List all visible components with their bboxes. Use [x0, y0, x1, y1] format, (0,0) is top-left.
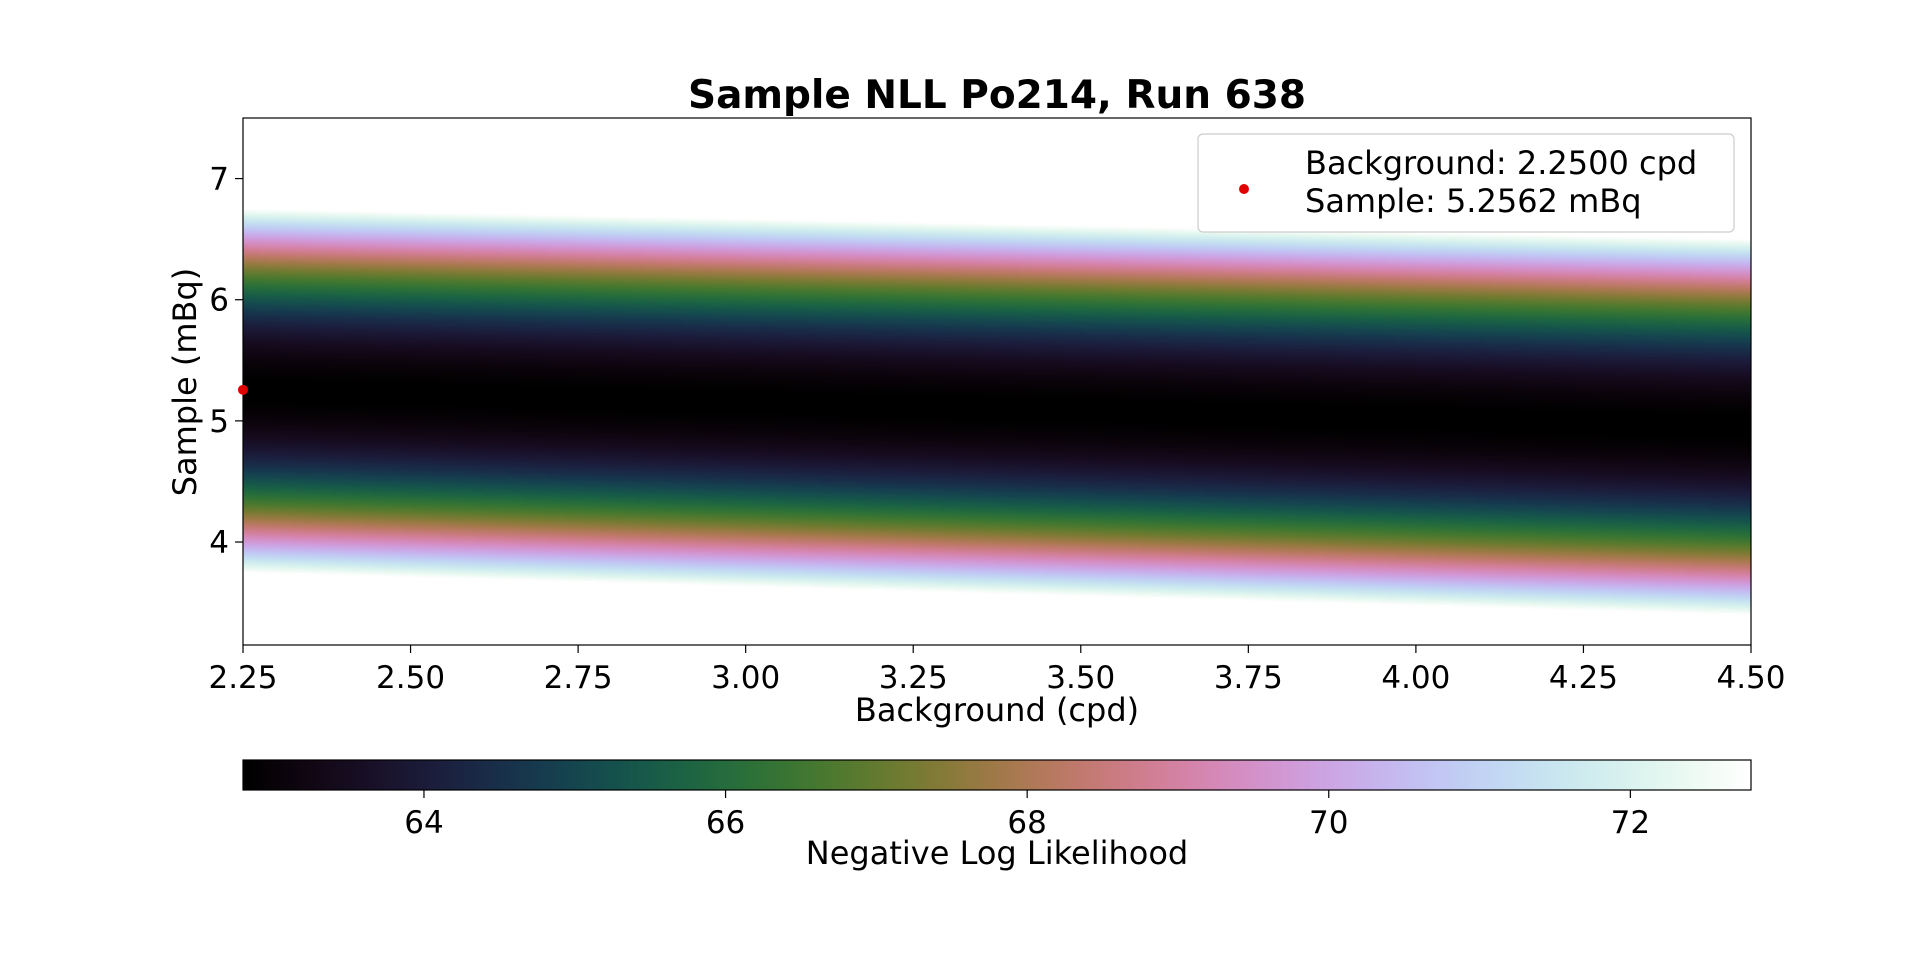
x-tick-label: 2.25 [208, 660, 277, 696]
x-tick-label: 3.50 [1046, 660, 1115, 696]
x-tick-label: 3.00 [711, 660, 780, 696]
legend-marker [1239, 184, 1249, 194]
y-axis-ticks: 4 5 6 7 [209, 162, 243, 561]
y-axis-label: Sample (mBq) [166, 268, 204, 497]
x-tick-label: 4.00 [1381, 660, 1450, 696]
legend-box [1197, 133, 1735, 233]
x-axis-label: Background (cpd) [855, 691, 1139, 729]
chart-title: Sample NLL Po214, Run 638 [688, 73, 1306, 118]
colorbar-tick-label: 72 [1611, 805, 1650, 841]
colorbar-tick-label: 66 [706, 805, 745, 841]
x-axis-ticks: 2.25 2.50 2.75 3.00 3.25 3.50 3.75 4.00 4.25 4.50 [208, 645, 1786, 696]
colorbar-ticks: 64 66 68 70 72 [404, 790, 1650, 841]
y-tick-label: 4 [209, 525, 229, 561]
colorbar-tick-label: 68 [1007, 805, 1046, 841]
colorbar-label: Negative Log Likelihood [806, 834, 1188, 872]
best-fit-point [238, 384, 248, 395]
colorbar-frame [242, 759, 1752, 791]
legend-line-sample: Sample: 5.2562 mBq [1305, 182, 1642, 220]
x-tick-label: 4.50 [1716, 660, 1785, 696]
x-tick-label: 3.25 [879, 660, 948, 696]
colorbar-gradient [243, 760, 1751, 790]
x-tick-label: 2.75 [544, 660, 613, 696]
x-tick-label: 3.75 [1214, 660, 1283, 696]
colorbar-tick-label: 70 [1309, 805, 1348, 841]
y-tick-label: 5 [209, 404, 229, 440]
y-tick-label: 6 [209, 283, 229, 319]
x-tick-label: 2.50 [376, 660, 445, 696]
legend-line-background: Background: 2.2500 cpd [1305, 144, 1697, 182]
y-tick-label: 7 [209, 162, 229, 198]
colorbar-tick-label: 64 [404, 805, 443, 841]
x-tick-label: 4.25 [1549, 660, 1618, 696]
legend: Background: 2.2500 cpd Sample: 5.2562 mB… [1197, 133, 1735, 233]
plot-frame [242, 117, 1752, 646]
